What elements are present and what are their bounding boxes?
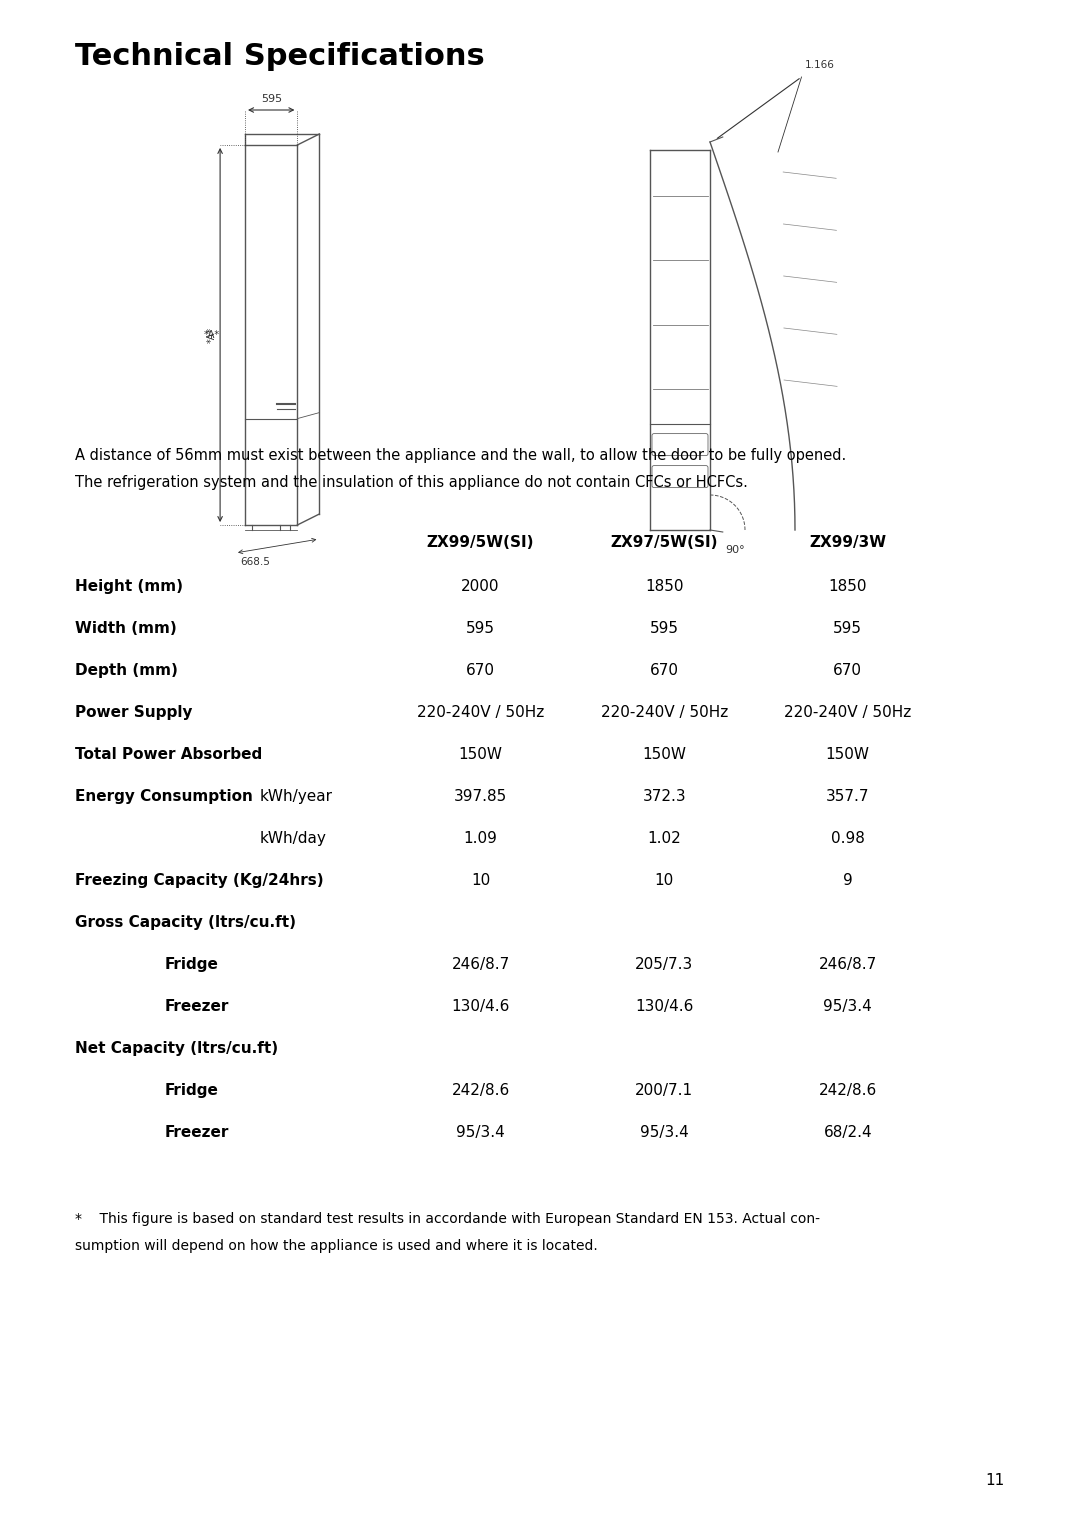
- Text: sumption will depend on how the appliance is used and where it is located.: sumption will depend on how the applianc…: [75, 1239, 597, 1253]
- Text: 242/8.6: 242/8.6: [451, 1083, 510, 1099]
- Text: 150W: 150W: [826, 747, 869, 762]
- Text: 357.7: 357.7: [826, 788, 869, 804]
- Text: 1.02: 1.02: [647, 831, 681, 847]
- Text: 95/3.4: 95/3.4: [456, 1125, 505, 1140]
- Text: 68/2.4: 68/2.4: [823, 1125, 873, 1140]
- Text: Freezer: Freezer: [165, 1125, 229, 1140]
- Text: *A*: *A*: [204, 330, 220, 341]
- Text: 90°: 90°: [725, 545, 745, 555]
- Text: 10: 10: [654, 872, 674, 888]
- Text: 242/8.6: 242/8.6: [819, 1083, 877, 1099]
- Text: 95/3.4: 95/3.4: [823, 999, 873, 1015]
- Text: Freezer: Freezer: [165, 999, 229, 1015]
- Text: The refrigeration system and the insulation of this appliance do not contain CFC: The refrigeration system and the insulat…: [75, 475, 747, 490]
- Text: 220-240V / 50Hz: 220-240V / 50Hz: [600, 704, 728, 720]
- Text: 670: 670: [650, 663, 678, 678]
- Text: Freezing Capacity (Kg/24hrs): Freezing Capacity (Kg/24hrs): [75, 872, 324, 888]
- Text: *A*: *A*: [207, 327, 217, 344]
- Text: ZX97/5W(SI): ZX97/5W(SI): [610, 535, 718, 550]
- Text: 668.5: 668.5: [240, 558, 270, 567]
- Text: 1.166: 1.166: [805, 60, 835, 70]
- Text: Energy Consumption: Energy Consumption: [75, 788, 253, 804]
- Text: Height (mm): Height (mm): [75, 579, 183, 594]
- Text: 9: 9: [842, 872, 853, 888]
- Text: 95/3.4: 95/3.4: [639, 1125, 689, 1140]
- Text: 595: 595: [834, 620, 862, 636]
- Text: 595: 595: [650, 620, 678, 636]
- Text: Total Power Absorbed: Total Power Absorbed: [75, 747, 262, 762]
- Text: 595: 595: [467, 620, 495, 636]
- Text: 150W: 150W: [643, 747, 686, 762]
- Text: Fridge: Fridge: [165, 1083, 219, 1099]
- Text: 205/7.3: 205/7.3: [635, 957, 693, 972]
- Text: 220-240V / 50Hz: 220-240V / 50Hz: [784, 704, 912, 720]
- Text: 11: 11: [986, 1473, 1005, 1488]
- Text: Net Capacity (ltrs/cu.ft): Net Capacity (ltrs/cu.ft): [75, 1041, 279, 1056]
- Text: 2000: 2000: [461, 579, 500, 594]
- Text: 372.3: 372.3: [643, 788, 686, 804]
- Text: 595: 595: [261, 95, 283, 104]
- Text: Technical Specifications: Technical Specifications: [75, 41, 485, 70]
- Text: 220-240V / 50Hz: 220-240V / 50Hz: [417, 704, 544, 720]
- Text: 1850: 1850: [828, 579, 867, 594]
- Text: 1850: 1850: [645, 579, 684, 594]
- Text: ZX99/3W: ZX99/3W: [809, 535, 887, 550]
- Text: A distance of 56mm must exist between the appliance and the wall, to allow the d: A distance of 56mm must exist between th…: [75, 448, 847, 463]
- Text: 200/7.1: 200/7.1: [635, 1083, 693, 1099]
- Text: 1.09: 1.09: [463, 831, 498, 847]
- Text: *    This figure is based on standard test results in accordande with European S: * This figure is based on standard test …: [75, 1212, 820, 1225]
- Text: 246/8.7: 246/8.7: [819, 957, 877, 972]
- Text: kWh/year: kWh/year: [260, 788, 333, 804]
- Text: 670: 670: [834, 663, 862, 678]
- Text: 0.98: 0.98: [831, 831, 865, 847]
- Text: kWh/day: kWh/day: [260, 831, 327, 847]
- Text: Width (mm): Width (mm): [75, 620, 177, 636]
- Text: ZX99/5W(SI): ZX99/5W(SI): [427, 535, 535, 550]
- Text: 246/8.7: 246/8.7: [451, 957, 510, 972]
- Text: 670: 670: [467, 663, 495, 678]
- Text: 130/4.6: 130/4.6: [635, 999, 693, 1015]
- Text: 397.85: 397.85: [454, 788, 508, 804]
- Text: Depth (mm): Depth (mm): [75, 663, 178, 678]
- Text: 10: 10: [471, 872, 490, 888]
- Text: Fridge: Fridge: [165, 957, 219, 972]
- Text: 150W: 150W: [459, 747, 502, 762]
- Text: 130/4.6: 130/4.6: [451, 999, 510, 1015]
- Text: Power Supply: Power Supply: [75, 704, 192, 720]
- Text: Gross Capacity (ltrs/cu.ft): Gross Capacity (ltrs/cu.ft): [75, 915, 296, 931]
